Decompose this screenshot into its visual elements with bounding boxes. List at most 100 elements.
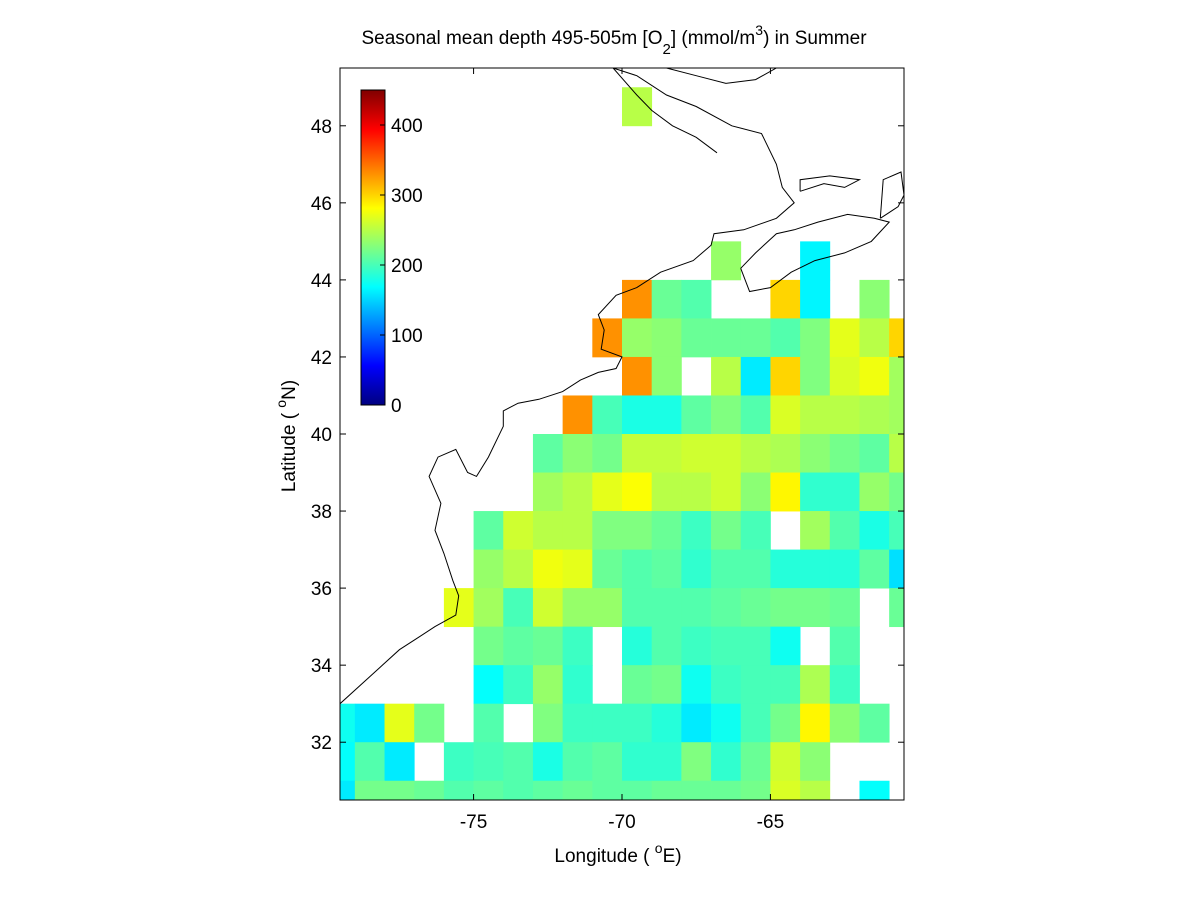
heatmap-cell	[800, 434, 831, 473]
chart-title-sup: 3	[755, 22, 763, 38]
heatmap-cell	[711, 665, 742, 705]
heatmap-cell	[711, 703, 742, 743]
heatmap-cell	[829, 665, 860, 705]
x-axis-label-sup: o	[655, 840, 663, 856]
heatmap-cell	[889, 549, 904, 589]
heatmap-cell	[770, 588, 801, 628]
heatmap-cell	[354, 780, 385, 800]
chart-title-sub: 2	[662, 41, 670, 58]
y-axis-label-end: N)	[279, 380, 300, 400]
y-axis-label-text: Latitude (	[279, 408, 300, 493]
heatmap-cell	[681, 742, 712, 782]
heatmap-cell	[770, 434, 801, 473]
heatmap-cell	[711, 588, 742, 628]
heatmap-cell	[532, 472, 564, 512]
heatmap-cell	[651, 549, 682, 589]
heatmap-cell	[681, 318, 712, 358]
heatmap-cell	[681, 434, 712, 473]
chart-title-main: Seasonal mean depth 495-505m [O	[361, 28, 662, 49]
heatmap-cell	[651, 780, 682, 800]
heatmap-cell	[711, 626, 742, 666]
heatmap-cell	[770, 472, 801, 512]
heatmap-cell	[651, 626, 682, 666]
colorbar-gradient	[360, 89, 386, 406]
heatmap-cell	[740, 511, 771, 550]
heatmap-cell	[651, 703, 682, 743]
heatmap-cell	[711, 318, 742, 358]
y-axis-label: Latitude ( oN)	[273, 380, 300, 492]
heatmap-cell	[622, 626, 653, 666]
heatmap-cell	[562, 665, 593, 705]
y-tick-label: 44	[311, 271, 333, 292]
coastline	[340, 68, 795, 705]
heatmap-cell	[532, 703, 564, 743]
heatmap-cell	[859, 472, 890, 512]
heatmap-cell	[889, 511, 904, 550]
heatmap-cell	[740, 318, 771, 358]
colorbar-tick-label: 200	[391, 256, 423, 277]
heatmap-cell	[562, 703, 593, 743]
heatmap-cell	[770, 279, 801, 319]
heatmap-cell	[622, 356, 653, 396]
heatmap-cell	[800, 588, 831, 628]
chart-title: Seasonal mean depth 495-505m [O2] (mmol/…	[361, 22, 867, 58]
heatmap-cell	[889, 395, 904, 435]
heatmap-cell	[740, 588, 771, 628]
heatmap-cell	[592, 703, 623, 743]
heatmap-cell	[681, 703, 712, 743]
heatmap-cell	[770, 742, 801, 782]
heatmap-cell	[740, 472, 771, 512]
x-axis-label-text: Longitude (	[554, 846, 654, 867]
heatmap-cell	[443, 780, 474, 800]
heatmap-cell	[889, 434, 904, 473]
coastlines	[340, 68, 904, 705]
heatmap-cell	[651, 318, 682, 358]
heatmap-cell	[592, 742, 623, 782]
heatmap-cell	[622, 511, 653, 550]
heatmap-cell	[503, 588, 534, 628]
heatmap-cell	[622, 472, 653, 512]
heatmap-cell	[711, 434, 742, 473]
x-tick-label: -75	[460, 812, 487, 833]
heatmap-cell	[651, 472, 682, 512]
heatmap-cell	[384, 742, 415, 782]
heatmap-cell	[473, 780, 504, 800]
heatmap-cell	[889, 356, 904, 396]
x-tick-label: -70	[608, 812, 635, 833]
heatmap-cell	[800, 279, 831, 319]
heatmap-cell	[740, 780, 771, 800]
heatmap-cell	[503, 665, 534, 705]
heatmap-cell	[740, 434, 771, 473]
heatmap-cell	[889, 472, 904, 512]
heatmap-cell	[711, 780, 742, 800]
heatmap-cell	[800, 703, 831, 743]
heatmap-cell	[859, 780, 890, 800]
heatmap-cell	[340, 703, 356, 743]
heatmap-cell	[592, 511, 623, 550]
heatmap-cell	[622, 703, 653, 743]
heatmap-cell	[859, 279, 890, 319]
heatmap-cell	[592, 588, 623, 628]
coastline	[879, 171, 904, 219]
heatmap-cell	[770, 356, 801, 396]
heatmap-cell	[859, 511, 890, 550]
heatmap-cell	[532, 780, 564, 800]
heatmap-cell	[711, 472, 742, 512]
heatmap-cell	[562, 742, 593, 782]
heatmap-cell	[622, 279, 653, 319]
colorbar-tick-label: 400	[391, 116, 423, 137]
heatmap-cell	[473, 665, 504, 705]
x-axis-label-end: E)	[663, 846, 682, 867]
heatmap-cell	[651, 511, 682, 550]
heatmap-cell	[651, 395, 682, 435]
heatmap-cell	[800, 549, 831, 589]
heatmap-cell	[651, 665, 682, 705]
heatmap-cell	[859, 549, 890, 589]
heatmap-cell	[829, 356, 860, 396]
coastline	[799, 175, 862, 192]
heatmap-cell	[740, 742, 771, 782]
heatmap-cell	[384, 780, 415, 800]
heatmap-cell	[473, 742, 504, 782]
heatmap-cell	[473, 626, 504, 666]
